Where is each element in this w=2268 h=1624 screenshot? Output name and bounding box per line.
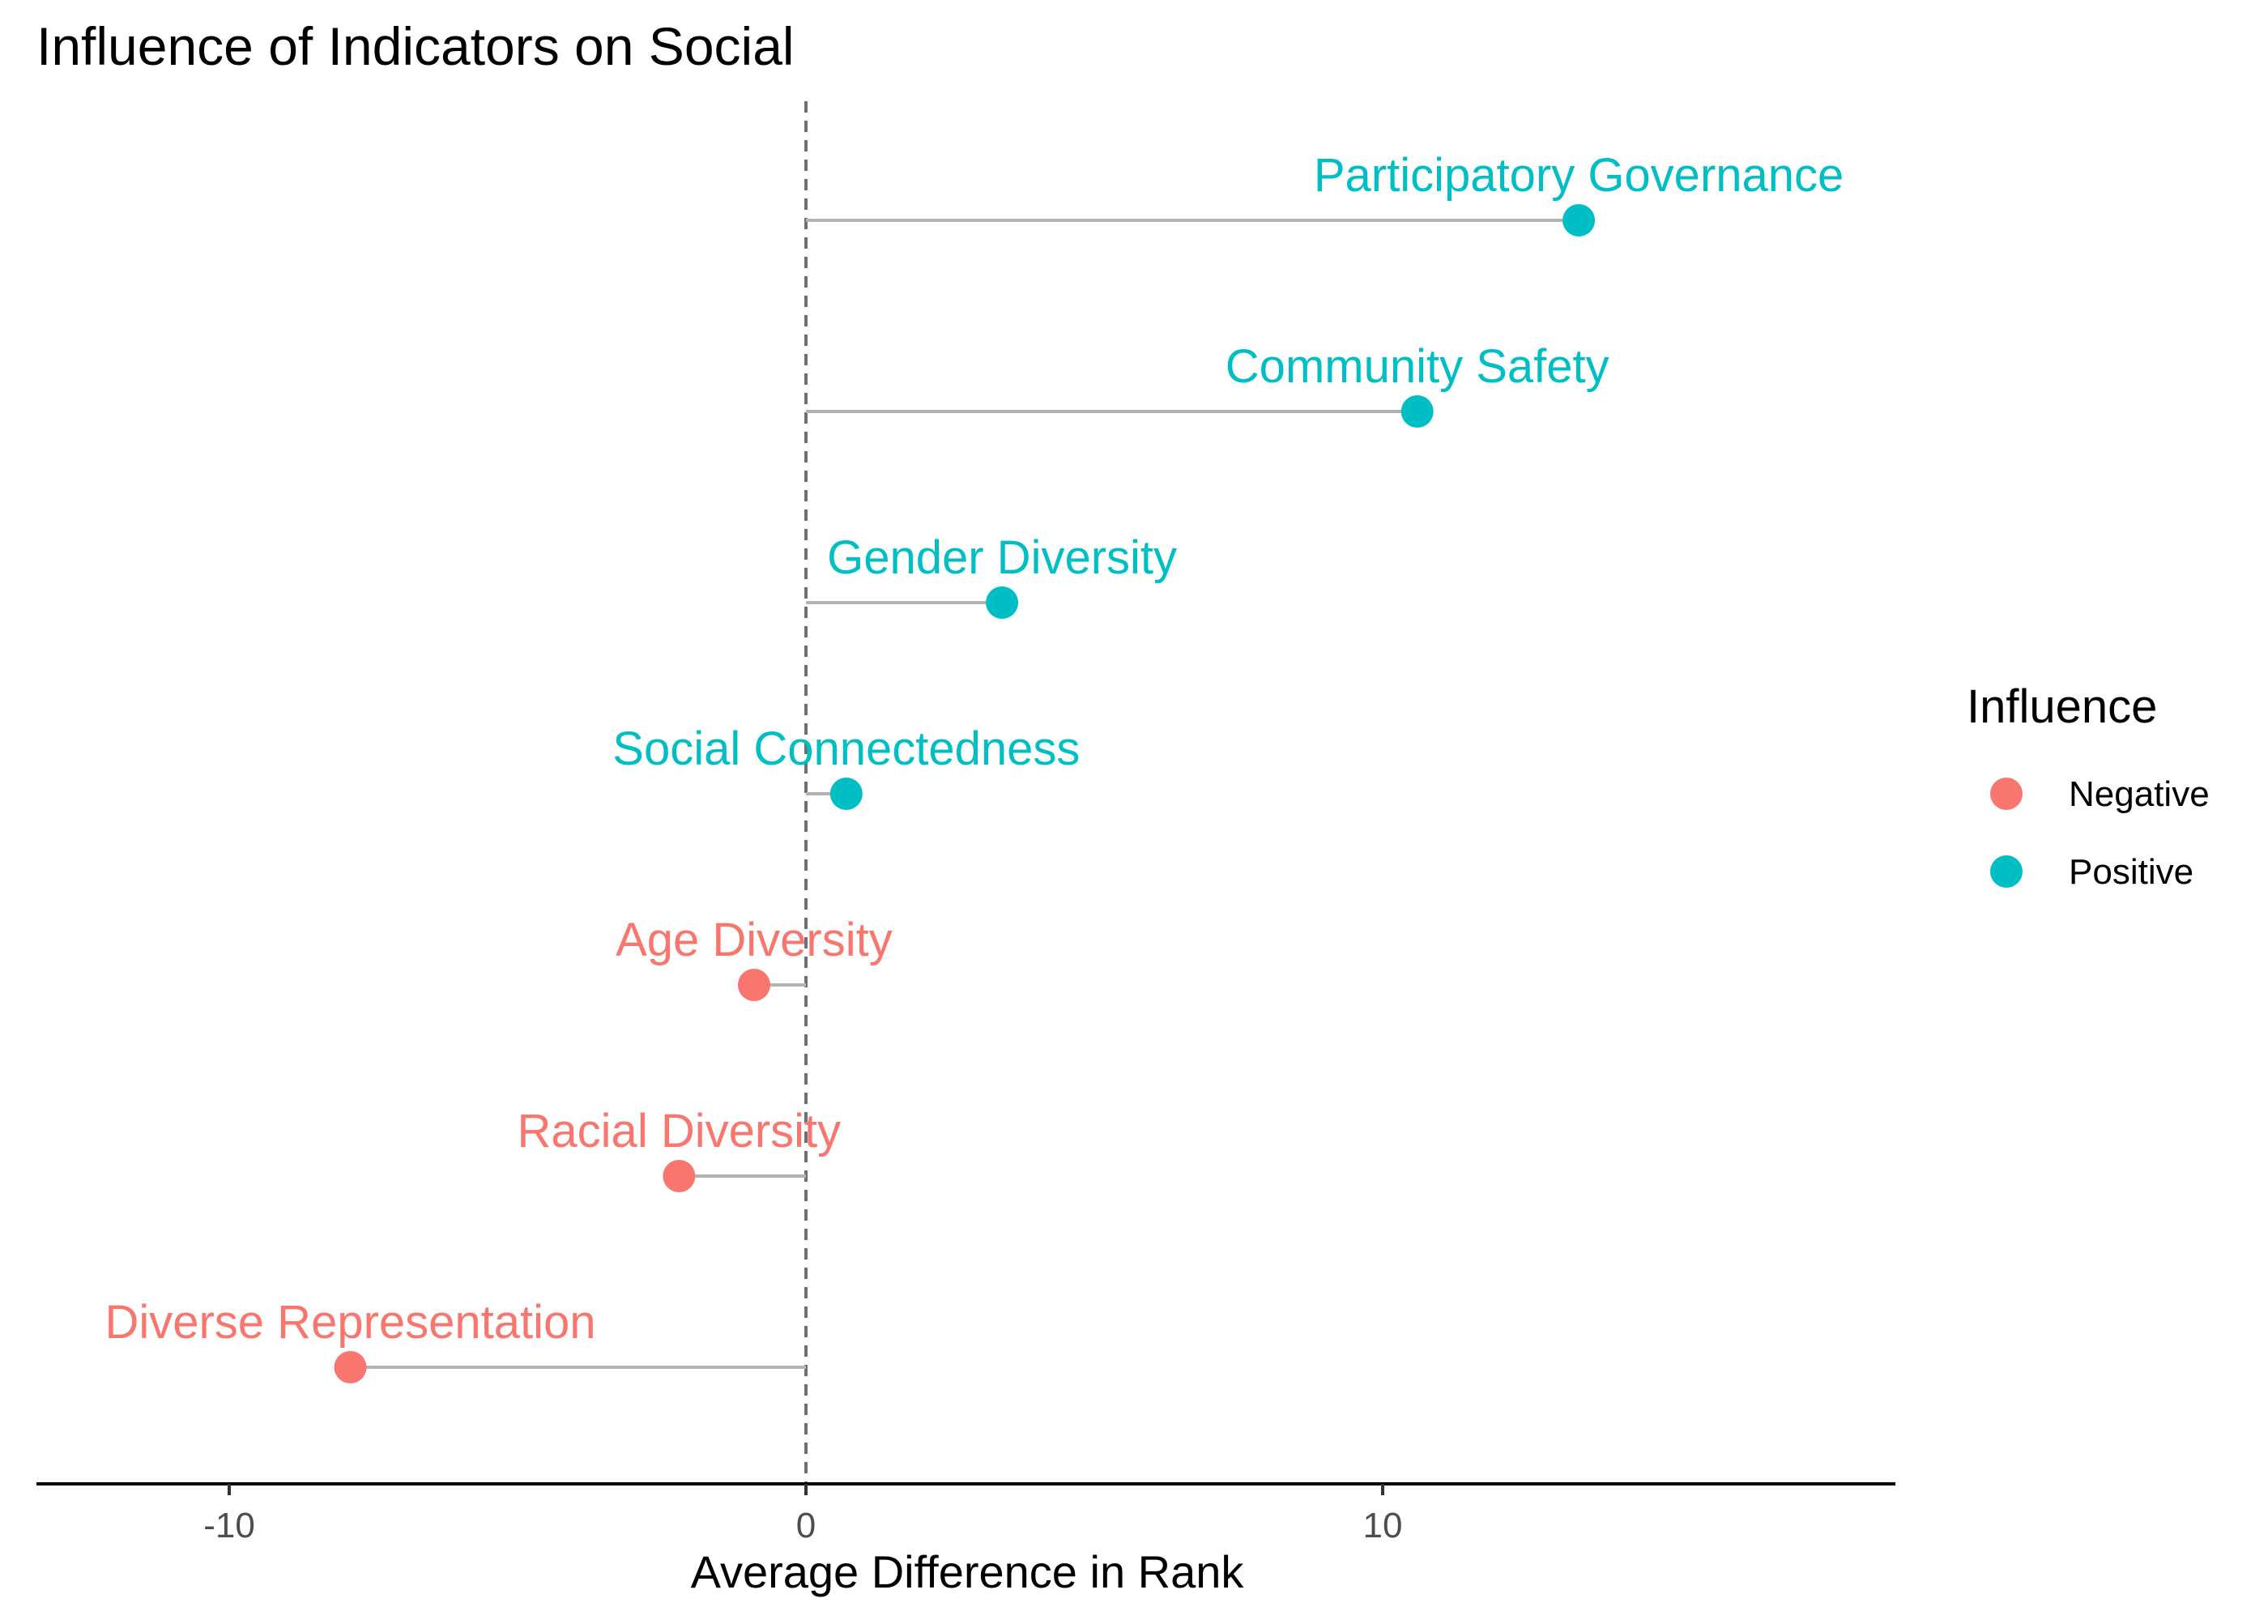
lollipop-point — [1562, 204, 1596, 237]
point-label: Participatory Governance — [1314, 149, 1844, 202]
lollipop-point — [334, 1351, 367, 1383]
point-label: Gender Diversity — [827, 531, 1177, 584]
legend-title: Influence — [1967, 680, 2157, 733]
legend-key — [1990, 855, 2023, 888]
plot-area: Participatory Governance Community Safety… — [104, 101, 1844, 1484]
lollipop-point — [663, 1160, 696, 1192]
lollipop-point — [1400, 395, 1434, 428]
x-tick-label: -10 — [203, 1506, 255, 1545]
chart-title: Influence of Indicators on Social — [36, 16, 795, 76]
lollipop-point — [829, 778, 863, 810]
x-tick-label: 0 — [796, 1506, 816, 1545]
point-label: Racial Diversity — [518, 1105, 842, 1157]
point-label: Social Connectedness — [612, 722, 1080, 775]
point-label: Diverse Representation — [104, 1296, 595, 1349]
lollipop-point — [986, 586, 1019, 619]
x-tick-label: 10 — [1363, 1506, 1403, 1545]
x-axis: -10 0 10 — [36, 1482, 1895, 1545]
legend-label: Positive — [2069, 852, 2193, 892]
x-axis-title: Average Difference in Rank — [691, 1546, 1245, 1597]
point-label: Age Diversity — [616, 914, 893, 966]
legend-label: Negative — [2069, 774, 2210, 814]
legend: Influence Negative Positive — [1967, 680, 2210, 892]
lollipop-point — [737, 969, 770, 1001]
legend-key — [1990, 778, 2023, 810]
point-label: Community Safety — [1226, 340, 1609, 393]
